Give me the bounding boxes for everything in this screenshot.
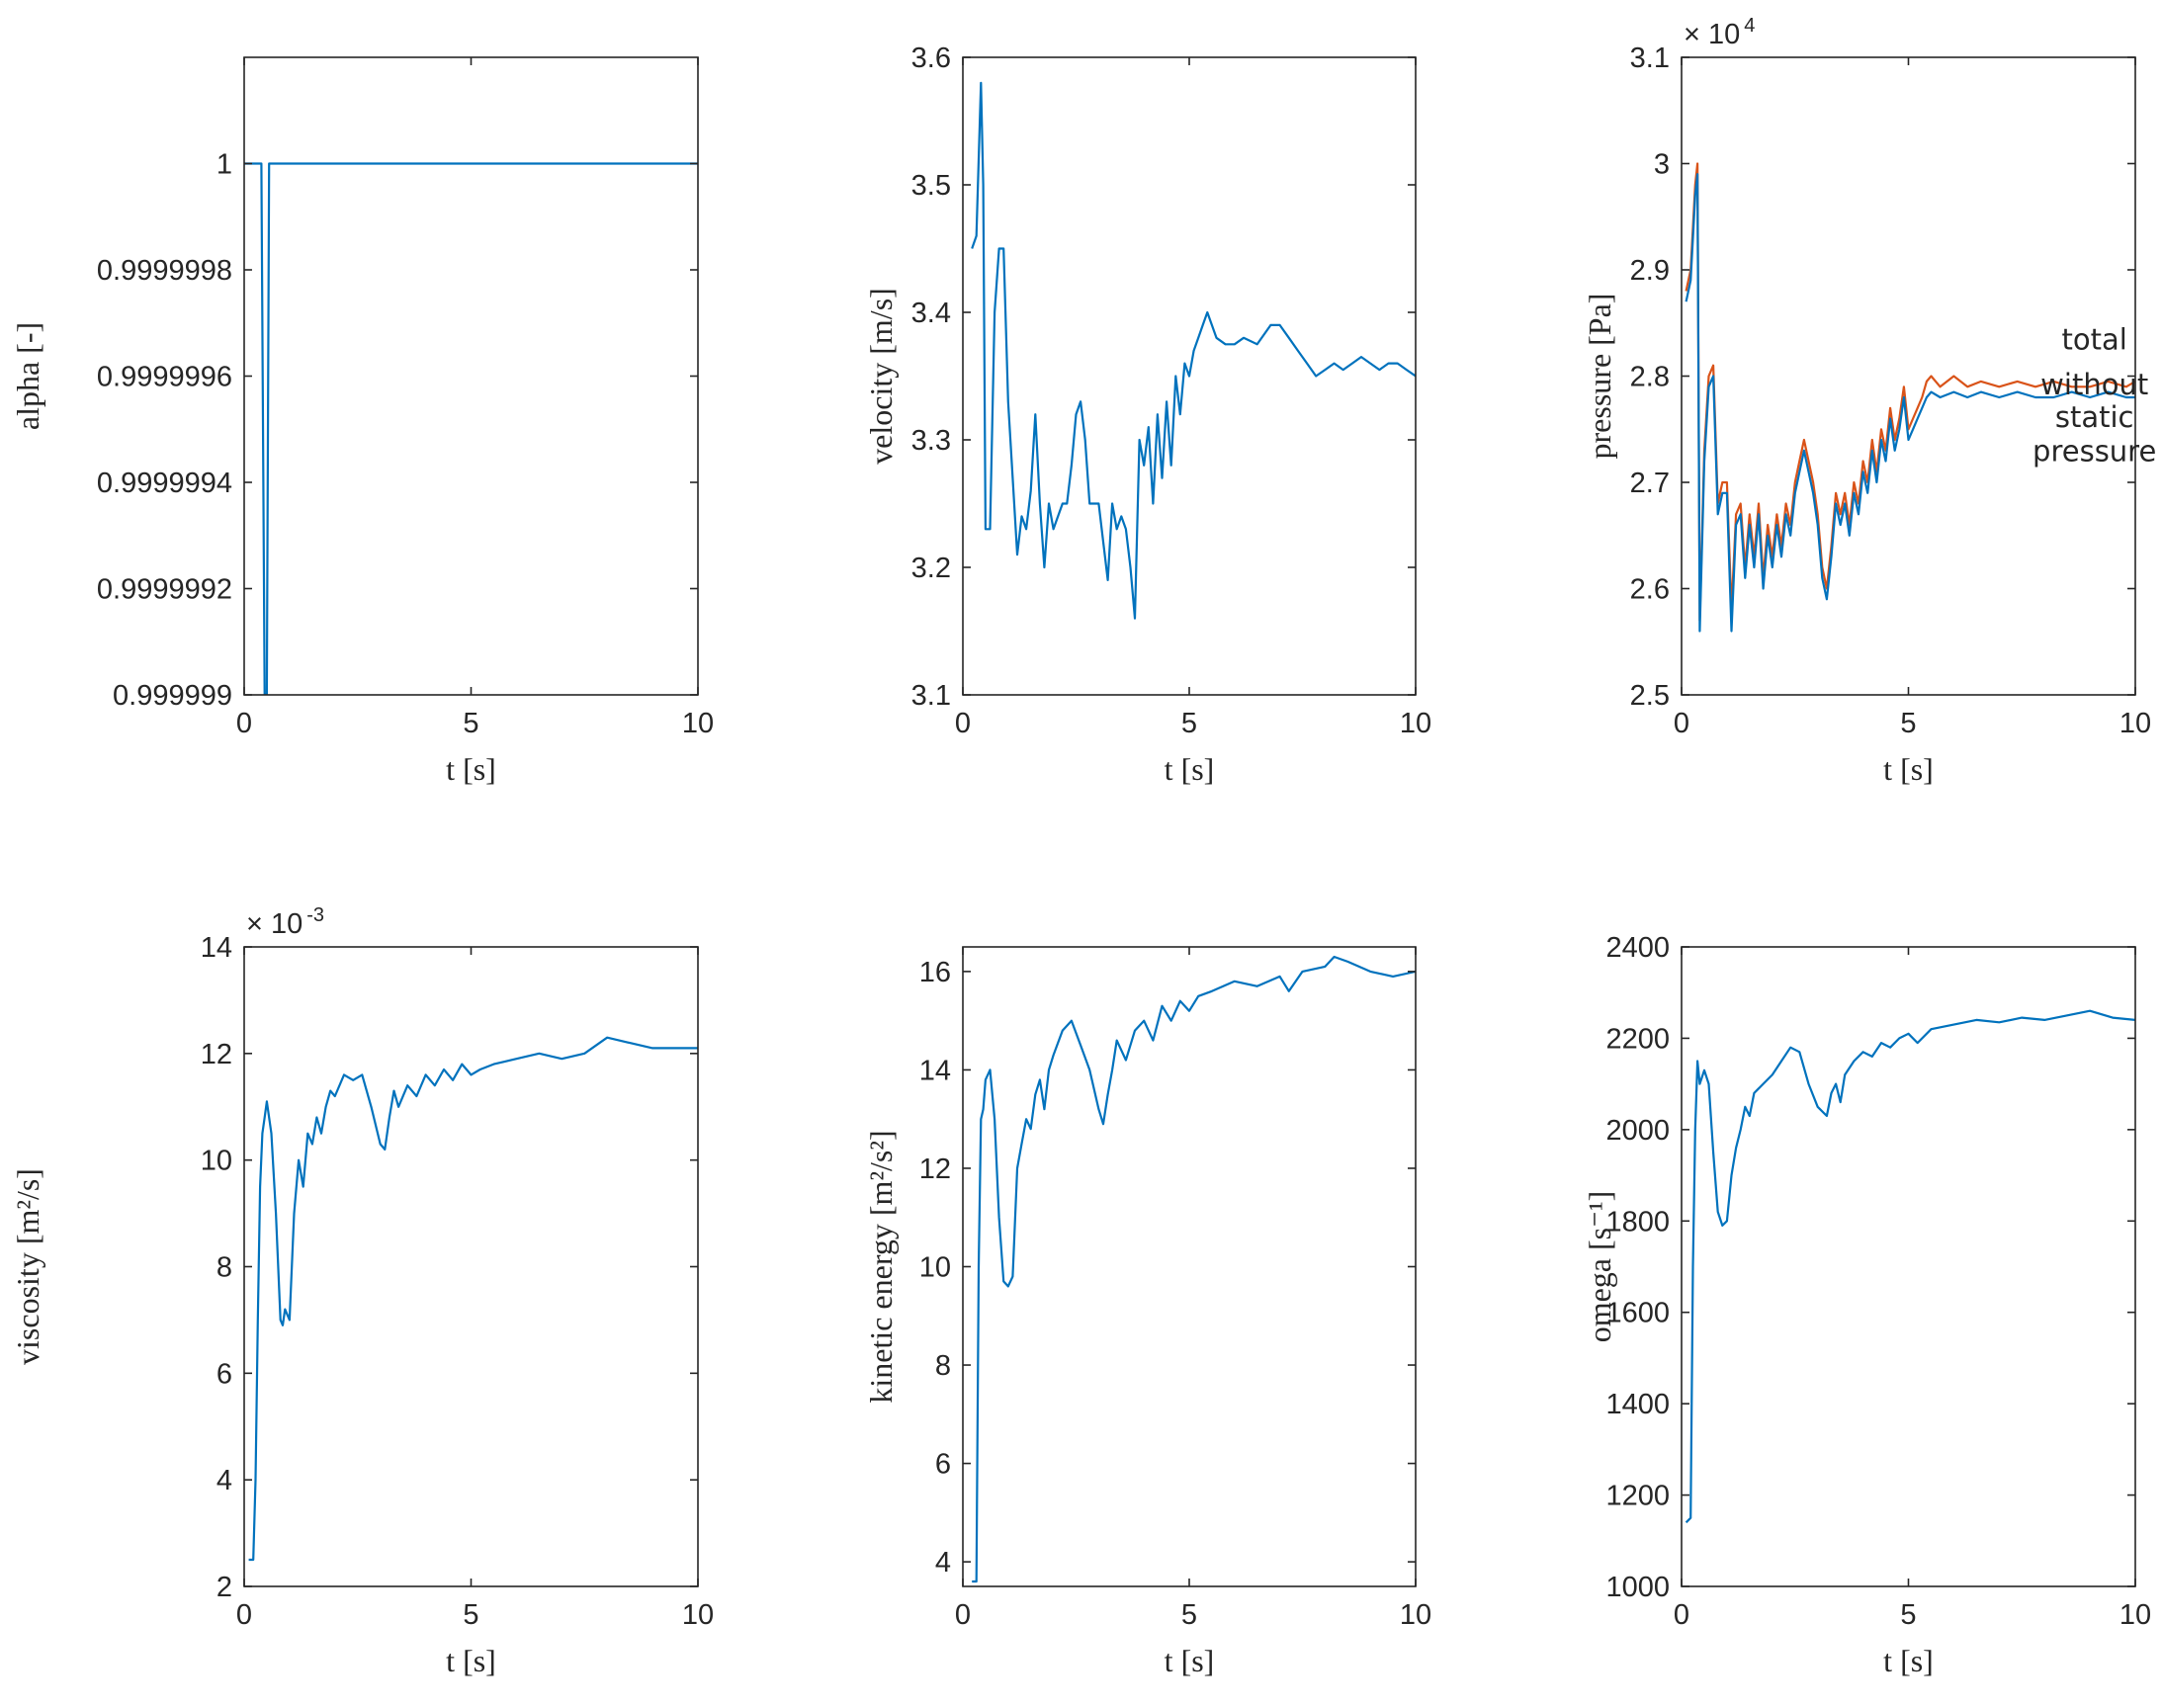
annotation-label: without	[2040, 368, 2148, 401]
series-line-1	[971, 81, 1416, 620]
axes-frame	[243, 56, 699, 696]
y-tick-label: 8	[935, 1350, 951, 1382]
x-tick-label: 0	[236, 1599, 252, 1631]
subplot-3: 0 5 10 2.5 2.6 2.7 2.8 2.9 3 3.1 t [s] pressure [Pa…	[1582, 15, 2156, 787]
y-tick-label: 1800	[1605, 1206, 1670, 1238]
axis-exponent: × 10 -3	[246, 904, 324, 940]
axis-exponent-power: 4	[1744, 15, 1755, 37]
y-tick-label: 3.4	[911, 298, 951, 329]
x-tick-label: 10	[2119, 708, 2151, 739]
x-axis-label: t [s]	[1883, 1643, 1934, 1678]
y-tick-label: 2200	[1605, 1023, 1670, 1055]
series-line-1	[972, 955, 1416, 1583]
x-tick-label: 10	[682, 1599, 714, 1631]
y-tick-label: 16	[919, 957, 951, 988]
y-tick-label: 2	[216, 1572, 232, 1603]
y-tick-label: 0.9999992	[97, 574, 232, 606]
y-tick-label: 12	[919, 1153, 951, 1185]
x-tick-label: 5	[1900, 708, 1916, 739]
annotation-label: total	[2062, 323, 2127, 357]
y-tick-label: 3.5	[911, 170, 951, 202]
y-tick-label: 0.9999996	[97, 362, 232, 393]
y-tick-label: 3.3	[911, 425, 951, 457]
y-axis-label: omega [s⁻¹]	[1582, 1191, 1617, 1343]
y-tick-label: 1600	[1605, 1298, 1670, 1329]
y-tick-label: 14	[919, 1055, 951, 1086]
y-tick-label: 2.6	[1630, 574, 1670, 606]
y-axis-label: viscosity [m²/s]	[10, 1168, 45, 1365]
y-tick-label: 2.5	[1630, 680, 1670, 712]
subplot-6: 0 5 10 1000 1200 1400 1600 1800 2000 2200 2400 t [s…	[1582, 932, 2151, 1678]
axis-exponent-power: -3	[306, 904, 324, 926]
x-axis-label: t [s]	[1165, 1643, 1215, 1678]
y-tick-label: 14	[201, 932, 232, 964]
subplot-5: 0 5 10 4 6 8 10 12 14 16 t [s] kinetic energy [m²/s…	[863, 946, 1431, 1678]
y-tick-label: 1	[216, 149, 232, 181]
y-tick-label: 6	[935, 1449, 951, 1481]
y-tick-label: 0.9999998	[97, 255, 232, 287]
y-axis-label: kinetic energy [m²/s²]	[863, 1130, 899, 1403]
y-axis-label: alpha [-]	[10, 322, 45, 430]
x-tick-label: 10	[1400, 708, 1431, 739]
y-tick-label: 12	[201, 1039, 232, 1070]
y-tick-label: 4	[935, 1547, 951, 1579]
x-tick-label: 5	[1181, 708, 1197, 739]
axes-frame	[1681, 946, 2136, 1587]
annotation-label: static	[2055, 400, 2134, 434]
y-tick-label: 0.999999	[113, 680, 232, 712]
y-tick-label: 2400	[1605, 932, 1670, 964]
subplot-4: 0 5 10 2 4 6 8 10 12 14 t [s] viscosity [m²/s] × 10-…	[10, 904, 714, 1678]
y-tick-label: 0.9999994	[97, 468, 232, 499]
y-tick-label: 1000	[1605, 1572, 1670, 1603]
y-tick-label: 3.1	[1630, 43, 1670, 74]
x-tick-label: 0	[1674, 708, 1689, 739]
series-line-2	[1685, 173, 2135, 633]
y-tick-label: 2.9	[1630, 255, 1670, 287]
axis-exponent-base: × 10	[1684, 19, 1740, 50]
x-tick-label: 10	[682, 708, 714, 739]
y-tick-label: 4	[216, 1465, 232, 1496]
subplot-2: 0 5 10 3.1 3.2 3.3 3.4 3.5 3.6 t [s] velocity [m/s…	[863, 43, 1431, 787]
y-tick-label: 10	[919, 1252, 951, 1284]
y-tick-label: 10	[201, 1146, 232, 1177]
series-line-1	[244, 162, 698, 695]
x-tick-label: 10	[1400, 1599, 1431, 1631]
axes-frame	[962, 946, 1417, 1587]
x-tick-label: 10	[2119, 1599, 2151, 1631]
y-tick-label: 1200	[1605, 1481, 1670, 1512]
annotation-label: pressure	[2032, 435, 2156, 469]
y-axis-label: velocity [m/s]	[863, 288, 899, 465]
y-tick-label: 2000	[1605, 1115, 1670, 1147]
subplot-1: 0 5 10 0.999999 0.9999992 0.9999994 0.9999996 0…	[10, 56, 714, 787]
x-tick-label: 5	[463, 708, 478, 739]
axis-exponent: × 10 4	[1684, 15, 1755, 50]
y-tick-label: 3	[1654, 149, 1670, 181]
x-tick-label: 5	[1900, 1599, 1916, 1631]
y-tick-label: 2.7	[1630, 468, 1670, 499]
x-tick-label: 0	[236, 708, 252, 739]
x-axis-label: t [s]	[446, 751, 496, 787]
x-tick-label: 0	[955, 708, 971, 739]
y-tick-label: 2.8	[1630, 362, 1670, 393]
x-tick-label: 5	[1181, 1599, 1197, 1631]
y-tick-label: 1400	[1605, 1389, 1670, 1420]
y-axis-label: pressure [Pa]	[1582, 294, 1617, 460]
x-tick-label: 0	[955, 1599, 971, 1631]
x-axis-label: t [s]	[1883, 751, 1934, 787]
x-axis-label: t [s]	[446, 1643, 496, 1678]
x-axis-label: t [s]	[1165, 751, 1215, 787]
series-line-1	[1685, 1009, 2135, 1524]
series-line-1	[248, 1036, 698, 1562]
axis-exponent-base: × 10	[246, 908, 303, 940]
y-tick-label: 8	[216, 1252, 232, 1284]
y-tick-label: 3.2	[911, 553, 951, 584]
y-tick-label: 6	[216, 1358, 232, 1390]
x-tick-label: 0	[1674, 1599, 1689, 1631]
y-tick-label: 3.1	[911, 680, 951, 712]
y-tick-label: 3.6	[911, 43, 951, 74]
x-tick-label: 5	[463, 1599, 478, 1631]
